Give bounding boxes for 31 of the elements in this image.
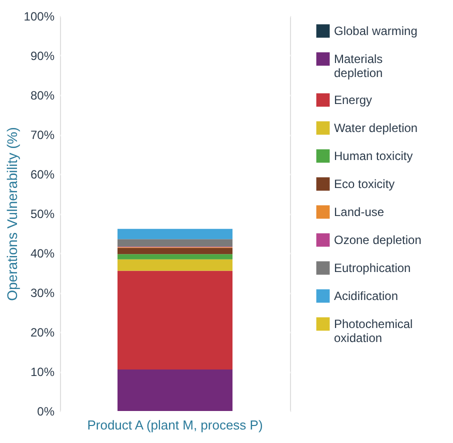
legend-label: Eutrophication xyxy=(334,261,411,275)
y-tick-label: 30% xyxy=(30,286,55,300)
bar xyxy=(118,228,232,240)
legend-label: Acidification xyxy=(334,289,398,303)
x-tick-label: Product A (plant M, process P) xyxy=(87,418,263,432)
y-tick-label: 50% xyxy=(30,207,55,221)
bar xyxy=(118,270,232,370)
legend-label: Photochemical oxidation xyxy=(334,317,413,345)
bar xyxy=(118,239,232,247)
y-axis-title: Operations Vulnerability (%) xyxy=(4,127,20,301)
legend-label: Human toxicity xyxy=(334,149,413,163)
bar xyxy=(118,259,232,271)
legend-label: Water depletion xyxy=(334,121,418,135)
y-tick-label: 60% xyxy=(30,168,55,182)
y-tick-label: 0% xyxy=(37,404,55,418)
legend-label: Materials depletion xyxy=(334,52,383,80)
y-tick-label: 70% xyxy=(30,128,55,142)
legend-label: Ozone depletion xyxy=(334,233,422,247)
y-tick-label: 80% xyxy=(30,88,55,102)
bar xyxy=(118,248,232,254)
y-tick-label: 10% xyxy=(30,365,55,379)
bar xyxy=(118,254,232,260)
legend-label: Land-use xyxy=(334,205,384,219)
bar xyxy=(118,370,232,411)
y-tick-label: 100% xyxy=(24,10,55,24)
legend-label: Energy xyxy=(334,93,372,107)
legend-label: Eco toxicity xyxy=(334,177,395,191)
legend-label: Global warming xyxy=(334,24,418,38)
y-tick-label: 20% xyxy=(30,326,55,340)
y-tick-label: 90% xyxy=(30,49,55,63)
y-tick-label: 40% xyxy=(30,246,55,260)
